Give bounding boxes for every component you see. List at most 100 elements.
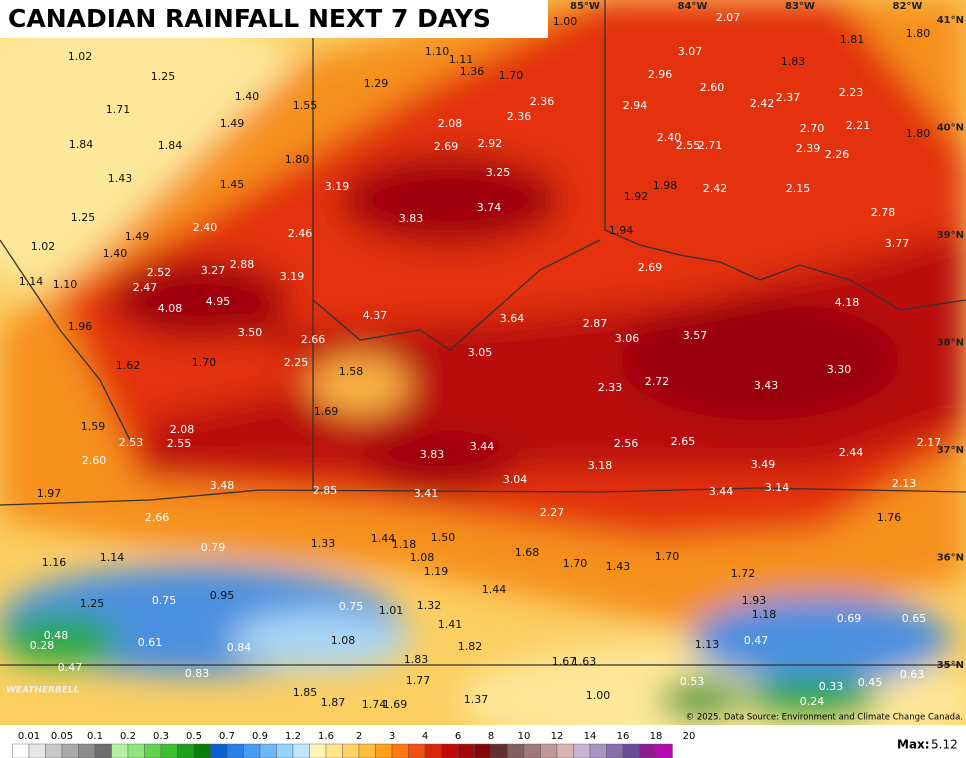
rainfall-value: 4.37 [363,309,388,322]
rainfall-value: 1.44 [482,583,507,596]
rainfall-value: 0.95 [210,589,235,602]
legend-level-label: 3 [389,731,395,742]
rainfall-value: 3.44 [470,440,495,453]
legend-swatch [408,743,426,758]
credit: © 2025. Data Source: Environment and Cli… [686,713,963,723]
legend-swatch [111,743,129,758]
rainfall-value: 1.18 [752,608,777,621]
rainfall-value: 2.53 [119,436,144,449]
legend-level-label: 8 [488,731,494,742]
longitude-label: 85°W [570,1,600,12]
rainfall-value: 2.52 [147,266,172,279]
rainfall-value: 0.47 [744,634,769,647]
legend-swatch [342,743,360,758]
rainfall-value: 3.25 [486,166,511,179]
rainfall-value: 1.72 [731,567,756,580]
legend-swatch [606,743,624,758]
rainfall-value: 1.37 [464,693,489,706]
legend-swatch [507,743,525,758]
rainfall-value: 2.69 [434,140,459,153]
rainfall-value: 1.93 [742,594,767,607]
rainfall-value: 1.19 [424,565,449,578]
rainfall-value: 1.94 [609,224,634,237]
legend-swatch [144,743,162,758]
legend-level-label: 0.9 [252,731,268,742]
rainfall-value: 1.85 [293,686,318,699]
legend-swatch [292,743,310,758]
rainfall-value: 2.25 [284,356,309,369]
rainfall-value: 1.45 [220,178,245,191]
legend-level-label: 10 [518,731,531,742]
rainfall-value: 2.96 [648,68,673,81]
legend-level-label: 2 [356,731,362,742]
rainfall-value: 1.40 [103,247,128,260]
legend-level-label: 0.7 [219,731,235,742]
rainfall-value: 1.14 [100,551,125,564]
latitude-label: 39°N [937,230,964,241]
rainfall-value: 2.36 [507,110,532,123]
rainfall-value: 1.59 [81,420,106,433]
max-value: 5.12 [931,738,958,752]
rainfall-value: 3.27 [201,264,226,277]
rainfall-value: 0.61 [138,636,163,649]
rainfall-value: 0.75 [152,594,177,607]
rainfall-value: 1.83 [781,55,806,68]
rainfall-value: 3.77 [885,237,910,250]
rainfall-value: 3.06 [615,332,640,345]
rainfall-value: 2.94 [623,99,648,112]
rainfall-value: 2.70 [800,122,825,135]
rainfall-value: 1.70 [192,356,217,369]
rainfall-value: 1.36 [460,65,485,78]
legend-swatch [457,743,475,758]
rainfall-value: 1.83 [404,653,429,666]
rainfall-value: 0.84 [227,641,252,654]
rainfall-value: 2.55 [676,139,701,152]
rainfall-value: 2.07 [716,11,741,24]
legend-level-label: 20 [683,731,696,742]
legend-swatch [589,743,607,758]
legend-swatch [193,743,211,758]
legend-level-label: 12 [551,731,564,742]
rainfall-value: 2.88 [230,258,255,271]
rainfall-value: 1.44 [371,532,396,545]
rainfall-value: 0.79 [201,541,226,554]
legend-swatch [226,743,244,758]
rainfall-value: 1.40 [235,90,260,103]
rainfall-value: 0.45 [858,676,883,689]
legend-swatch [160,743,178,758]
rainfall-value: 1.97 [37,487,62,500]
legend-swatch [622,743,640,758]
rainfall-value: 2.69 [638,261,663,274]
latitude-label: 41°N [937,15,964,26]
rainfall-value: 1.18 [392,538,417,551]
rainfall-value: 3.48 [210,479,235,492]
rainfall-value: 3.64 [500,312,525,325]
rainfall-value: 1.67 [552,655,577,668]
title-box [0,0,548,38]
rainfall-value: 1.58 [339,365,364,378]
rainfall-value: 2.87 [583,317,608,330]
rainfall-value: 1.84 [158,139,183,152]
rainfall-value: 2.15 [786,182,811,195]
rainfall-value: 3.43 [754,379,779,392]
legend-level-label: 1.2 [285,731,301,742]
rainfall-value: 0.28 [30,639,55,652]
legend-swatch [309,743,327,758]
legend-swatch [78,743,96,758]
rainfall-value: 2.08 [438,117,463,130]
legend-swatch [639,743,657,758]
longitude-label: 84°W [678,1,708,12]
state-borders [0,0,966,666]
rainfall-value: 1.87 [321,696,346,709]
rainfall-value: 1.08 [410,551,435,564]
rainfall-value: 4.18 [835,296,860,309]
rainfall-value: 1.74 [362,698,387,711]
rainfall-value: 3.74 [477,201,502,214]
rainfall-value: 1.11 [449,53,474,66]
legend-swatch [325,743,343,758]
legend-swatch [276,743,294,758]
rainfall-value: 2.85 [313,484,338,497]
rainfall-value: 2.39 [796,142,821,155]
rainfall-value: 2.40 [193,221,218,234]
